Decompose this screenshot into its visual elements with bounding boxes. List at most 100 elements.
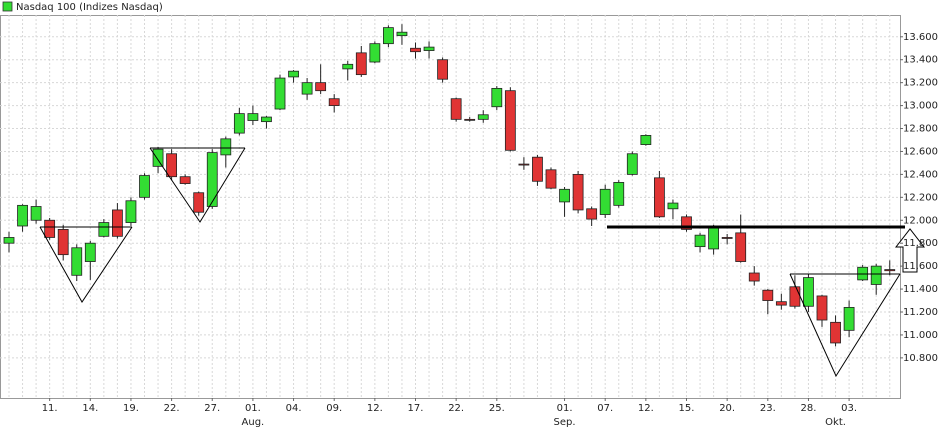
legend-label: Nasdaq 100 (Indizes Nasdaq) [16, 2, 163, 13]
x-tick-label: 23. [760, 403, 776, 414]
candle-body [762, 289, 774, 301]
x-tick-label: 14. [82, 403, 98, 414]
candle-body [708, 225, 719, 250]
candle-body [504, 90, 516, 151]
candle-body [315, 82, 327, 92]
candle-body [233, 113, 245, 134]
candle-body [532, 156, 543, 182]
candle-body [477, 114, 489, 120]
candle-body [748, 272, 760, 282]
y-tick-label: 12.600 [903, 146, 938, 157]
candle-body [342, 63, 354, 70]
candle-body [491, 87, 503, 108]
y-tick-label: 13.600 [903, 32, 938, 43]
y-tick-label: 11.400 [903, 284, 938, 295]
candle-body [599, 188, 611, 215]
x-tick-label: 12. [638, 403, 654, 414]
candle-body [586, 208, 598, 220]
candle-body [84, 242, 96, 262]
candle-body [667, 202, 679, 210]
x-tick-label: 09. [326, 403, 342, 414]
candle-body [369, 43, 381, 63]
x-tick-label: 15. [679, 403, 695, 414]
candle-body [382, 27, 394, 45]
candle-body [816, 295, 828, 321]
x-tick-label: 07. [597, 403, 613, 414]
x-tick-label: 12. [367, 403, 383, 414]
candle-body [870, 265, 882, 285]
candle-body [681, 216, 692, 230]
candle-body [735, 232, 747, 262]
candle-body [640, 135, 652, 145]
candle-body [884, 269, 896, 272]
y-tick-label: 13.400 [903, 55, 938, 66]
candle-body [179, 176, 191, 184]
candle-body [355, 52, 367, 76]
candle-body [247, 113, 259, 121]
candle-body [775, 301, 787, 306]
candle-body [193, 192, 205, 213]
candle-body [464, 118, 476, 121]
candle-body [613, 182, 625, 206]
x-month-label: Aug. [242, 417, 265, 428]
candle-body [71, 247, 83, 276]
candle-body [57, 229, 69, 256]
legend-swatch [2, 1, 13, 12]
candle-body [112, 209, 123, 237]
candle-body [830, 321, 841, 344]
candle-body [220, 138, 232, 156]
candle-body [261, 116, 272, 123]
candle-body [3, 237, 15, 244]
candle-body [518, 163, 530, 166]
candle-body [803, 277, 814, 307]
y-tick-label: 11.800 [903, 238, 938, 249]
y-tick-label: 11.600 [903, 261, 938, 272]
candle-body [17, 204, 28, 227]
x-tick-label: 20. [719, 403, 735, 414]
candle-body [626, 153, 638, 175]
x-tick-label: 28. [800, 403, 816, 414]
plot-frame [0, 15, 901, 399]
candle-body [843, 307, 855, 331]
y-tick-label: 12.200 [903, 192, 938, 203]
y-tick-label: 11.200 [903, 307, 938, 318]
y-tick-label: 12.000 [903, 215, 938, 226]
candle-body [559, 188, 570, 203]
y-tick-label: 12.800 [903, 124, 938, 135]
pattern-triangle [789, 273, 901, 378]
x-tick-label: 04. [286, 403, 302, 414]
candle-body [301, 82, 313, 95]
candle-body [721, 237, 733, 239]
y-tick-label: 12.400 [903, 169, 938, 180]
x-tick-label: 27. [204, 403, 220, 414]
candle-body [44, 219, 56, 238]
candle-body [410, 47, 421, 53]
y-tick-label: 13.000 [903, 101, 938, 112]
x-month-label: Okt. [825, 417, 846, 428]
candle-body [328, 98, 340, 106]
x-tick-label: 01. [557, 403, 573, 414]
candle-body [572, 173, 584, 211]
x-tick-label: 25. [489, 403, 505, 414]
candle-body [152, 148, 164, 167]
candle-body [437, 59, 449, 80]
candle-body [206, 152, 218, 207]
candle-body [125, 200, 137, 223]
candle-body [98, 222, 110, 237]
y-tick-label: 10.800 [903, 353, 938, 364]
candle-body [288, 70, 299, 78]
x-tick-label: 17. [408, 403, 424, 414]
candle-body [139, 175, 150, 198]
candle-body [166, 153, 178, 178]
candle-body [789, 286, 801, 307]
candle-body [396, 31, 408, 37]
y-tick-label: 11.000 [903, 330, 938, 341]
x-tick-label: 22. [448, 403, 464, 414]
x-tick-label: 11. [42, 403, 58, 414]
candle-body [274, 77, 286, 110]
candle-body [545, 169, 557, 189]
x-tick-label: 22. [164, 403, 180, 414]
target-arrow [894, 228, 926, 273]
candle-body [30, 206, 42, 221]
